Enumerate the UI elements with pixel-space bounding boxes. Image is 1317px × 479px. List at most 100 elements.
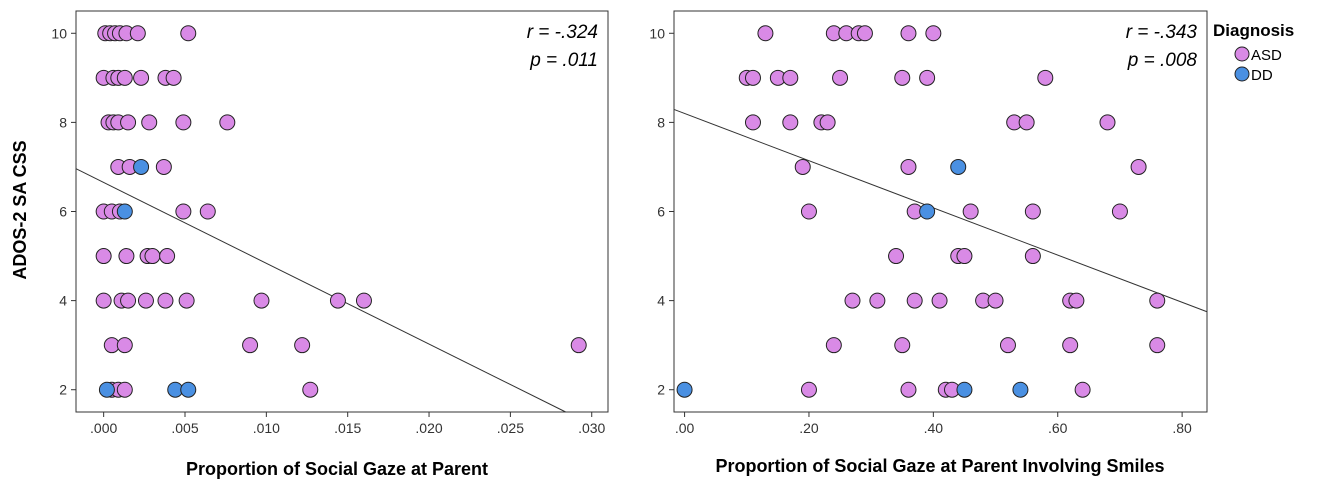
- point-asd: [869, 292, 886, 309]
- point-asd: [832, 69, 849, 86]
- point-asd: [800, 381, 817, 398]
- point-asd: [782, 114, 799, 131]
- axis-ticks: .00 .20 .40 .60 .80 2 4 6 8 10: [649, 25, 1192, 436]
- point-asd: [95, 248, 112, 265]
- point-asd: [1062, 337, 1079, 354]
- point-asd: [253, 292, 270, 309]
- point-asd: [844, 292, 861, 309]
- y-tick-label: 8: [657, 114, 665, 130]
- point-asd: [1074, 381, 1091, 398]
- point-asd: [219, 114, 236, 131]
- legend-label-dd: DD: [1251, 67, 1273, 84]
- point-asd: [1149, 292, 1166, 309]
- x-tick-label: .40: [924, 420, 944, 436]
- r-statistic: r = -.343: [1126, 22, 1198, 43]
- point-asd: [906, 292, 923, 309]
- x-tick-label: .010: [253, 420, 280, 436]
- point-asd: [570, 337, 587, 354]
- point-asd: [118, 248, 135, 265]
- point-asd: [294, 337, 311, 354]
- data-points: [95, 25, 587, 398]
- y-tick-label: 6: [657, 204, 665, 220]
- legend-swatch-dd: [1234, 66, 1250, 82]
- point-asd: [900, 158, 917, 175]
- point-asd: [159, 248, 176, 265]
- point-asd: [900, 381, 917, 398]
- x-tick-label: .80: [1172, 420, 1192, 436]
- point-asd: [180, 25, 197, 42]
- x-tick-label: .00: [675, 420, 695, 436]
- data-points: [676, 25, 1166, 398]
- point-dd: [956, 381, 973, 398]
- point-asd: [919, 69, 936, 86]
- p-statistic: p = .011: [529, 50, 598, 71]
- point-asd: [242, 337, 259, 354]
- point-dd: [180, 381, 197, 398]
- point-asd: [1130, 158, 1147, 175]
- y-tick-label: 4: [657, 293, 665, 309]
- point-asd: [120, 292, 137, 309]
- point-asd: [888, 248, 905, 265]
- point-dd: [98, 381, 115, 398]
- point-asd: [133, 69, 150, 86]
- point-asd: [925, 25, 942, 42]
- point-dd: [1012, 381, 1029, 398]
- point-asd: [1068, 292, 1085, 309]
- point-asd: [95, 292, 112, 309]
- y-axis-label: ADOS-2 SA CSS: [10, 140, 30, 279]
- x-tick-label: .030: [578, 420, 605, 436]
- point-asd: [165, 69, 182, 86]
- point-dd: [950, 158, 967, 175]
- point-asd: [999, 337, 1016, 354]
- point-asd: [894, 69, 911, 86]
- point-asd: [175, 114, 192, 131]
- point-asd: [355, 292, 372, 309]
- point-asd: [900, 25, 917, 42]
- point-asd: [137, 292, 154, 309]
- point-asd: [987, 292, 1004, 309]
- x-tick-label: .015: [334, 420, 361, 436]
- point-dd: [919, 203, 936, 220]
- point-asd: [1099, 114, 1116, 131]
- point-asd: [199, 203, 216, 220]
- point-asd: [956, 248, 973, 265]
- x-axis-label: Proportion of Social Gaze at Parent: [186, 459, 488, 479]
- point-asd: [1149, 337, 1166, 354]
- point-asd: [794, 158, 811, 175]
- point-asd: [1024, 203, 1041, 220]
- y-tick-label: 10: [649, 25, 665, 41]
- fit-line: [673, 109, 1208, 313]
- scatter-panel-gaze: .000 .005 .010 .015 .020 .025 .030 2 4 6 8 10 r = -…: [51, 10, 609, 479]
- point-asd: [329, 292, 346, 309]
- point-asd: [1037, 69, 1054, 86]
- x-tick-label: .60: [1048, 420, 1068, 436]
- point-asd: [129, 25, 146, 42]
- x-tick-label: .020: [415, 420, 442, 436]
- point-asd: [962, 203, 979, 220]
- legend-swatch-asd: [1234, 46, 1250, 62]
- point-asd: [302, 381, 319, 398]
- point-asd: [116, 69, 133, 86]
- legend: Diagnosis ASD DD: [1213, 21, 1294, 84]
- point-asd: [116, 337, 133, 354]
- point-asd: [800, 203, 817, 220]
- point-asd: [120, 114, 137, 131]
- y-tick-label: 2: [59, 382, 67, 398]
- point-asd: [819, 114, 836, 131]
- fit-line: [75, 168, 566, 413]
- x-tick-label: .000: [90, 420, 117, 436]
- x-tick-label: .025: [497, 420, 524, 436]
- point-asd: [744, 69, 761, 86]
- point-asd: [856, 25, 873, 42]
- y-tick-label: 6: [59, 204, 67, 220]
- point-dd: [676, 381, 693, 398]
- point-asd: [1024, 248, 1041, 265]
- r-statistic: r = -.324: [527, 22, 598, 43]
- point-asd: [141, 114, 158, 131]
- point-asd: [757, 25, 774, 42]
- plot-frame: [75, 10, 609, 413]
- legend-label-asd: ASD: [1251, 47, 1282, 64]
- y-tick-label: 2: [657, 382, 665, 398]
- point-asd: [825, 337, 842, 354]
- y-tick-label: 10: [51, 25, 67, 41]
